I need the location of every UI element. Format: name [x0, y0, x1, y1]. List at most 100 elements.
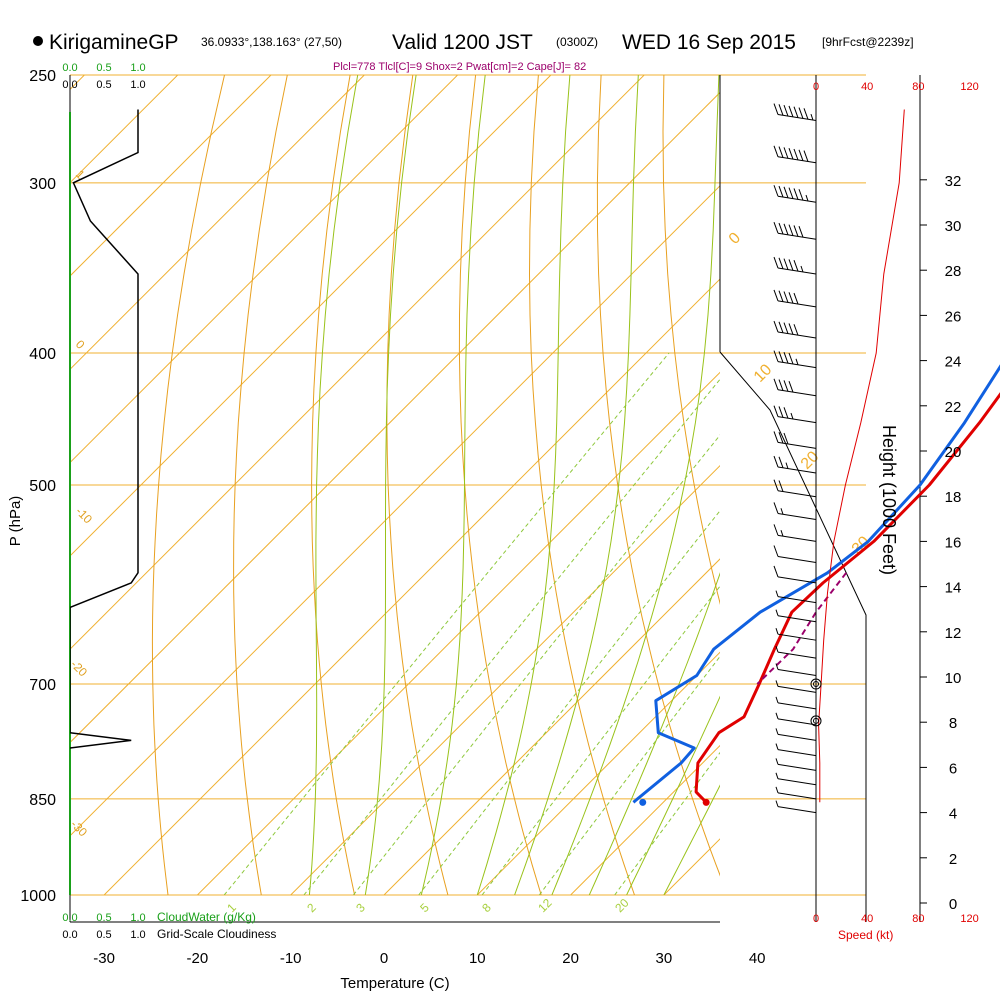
chart-header: KirigamineGP 36.0933°,138.163° (27,50) V…	[33, 31, 914, 73]
wind-barb-half-feather	[775, 645, 779, 653]
station-coords: 36.0933°,138.163° (27,50)	[201, 35, 342, 49]
moist-adiabat-line	[626, 695, 720, 895]
wind-barb-half-feather	[790, 412, 794, 420]
cloud-water-tick-bottom: 0.5	[96, 912, 111, 924]
height-tick-label: 16	[945, 534, 962, 551]
isotherm-line	[70, 91, 720, 744]
temperature-line	[694, 392, 1000, 804]
speed-tick-label-top: 80	[912, 81, 924, 93]
temperature-tick-label: 40	[749, 950, 766, 967]
isotherm-line	[70, 75, 552, 557]
wind-barb-feather	[778, 146, 784, 158]
height-tick-label: 6	[949, 760, 957, 777]
wind-barb-feather	[773, 350, 779, 362]
wind-barb-feather	[788, 259, 794, 271]
station-name: KirigamineGP	[49, 31, 179, 54]
isobar-lines	[70, 74, 866, 896]
cloud-water-tick-top: 0.0	[62, 62, 77, 74]
wind-barb-feather	[788, 352, 794, 365]
wind-barb-feather	[773, 545, 779, 557]
wind-barb-feather	[783, 258, 789, 270]
wind-barb-feather	[798, 107, 804, 119]
wind-barb-staff	[777, 490, 817, 498]
wind-barb-staff	[777, 389, 817, 397]
wind-barb-staff	[777, 156, 817, 164]
wind-barb-feather	[778, 321, 784, 334]
wind-barb-feather	[773, 103, 779, 115]
wind-barb-half-feather	[785, 462, 789, 469]
wind-barb-feather	[793, 292, 799, 305]
height-tick-label: 26	[945, 308, 962, 325]
mixing-ratio-label: 5	[417, 900, 432, 915]
mixing-ratio-label: 8	[479, 900, 494, 915]
wind-barb-feather	[773, 185, 779, 197]
temperature-tick-label: 0	[380, 950, 388, 967]
wind-barb-feather	[788, 187, 794, 199]
wind-barb-staff	[777, 267, 817, 275]
isotherm-line	[383, 558, 720, 895]
wind-barb-feather	[773, 289, 779, 302]
wind-barb-half-feather	[805, 194, 809, 202]
isotherm-label: 10	[751, 361, 776, 386]
utc-time: (0300Z)	[556, 35, 598, 49]
isotherm-line	[570, 744, 720, 895]
isotherm-line	[70, 75, 645, 650]
height-tick-label: 0	[949, 896, 957, 913]
wind-barb-feather	[783, 407, 789, 419]
wind-barb-staff	[777, 806, 817, 814]
wind-barb-feather	[773, 479, 779, 491]
wind-barb-feather	[773, 455, 779, 468]
wind-barb-feather	[783, 186, 789, 199]
pressure-axis-ticks: 250 300 400 500 700 850 1000	[20, 68, 56, 905]
wind-panel	[773, 75, 905, 922]
cloudiness-line	[70, 109, 139, 749]
temperature-tick-label: -20	[187, 950, 209, 967]
wind-barb-staff	[777, 416, 817, 424]
wind-barb-staff	[777, 576, 817, 584]
isotherm-line	[197, 371, 720, 895]
height-tick-label: 2	[949, 851, 957, 868]
speed-tick-label-bottom: 80	[912, 913, 924, 925]
cloudiness-title: Grid-Scale Cloudiness	[157, 927, 276, 941]
wind-barb-half-feather	[775, 800, 779, 807]
height-tick-label: 22	[945, 399, 962, 416]
wind-barb-staff	[777, 466, 817, 474]
moist-adiabat-line	[663, 784, 720, 895]
isotherm-line	[290, 464, 720, 895]
cloud-water-title: CloudWater (g/Kg)	[157, 910, 256, 924]
wind-barb-half-feather	[775, 712, 779, 719]
wind-barb-half-feather	[775, 609, 779, 616]
wind-barb-feather	[788, 224, 794, 236]
wind-barb-feather	[783, 147, 789, 159]
cloud-water-tick-top: 1.0	[130, 62, 145, 74]
wind-barb-feather	[788, 148, 794, 160]
mixing-ratio-line	[303, 378, 720, 895]
wind-barb-staff	[777, 685, 817, 693]
dewpoint-series	[632, 364, 1000, 806]
cloud-water-tick-bottom: 0.0	[62, 912, 77, 924]
isotherm-label: 20	[798, 448, 823, 473]
moist-adiabat-line	[420, 75, 486, 895]
wind-barb-feather	[783, 322, 789, 334]
dry-adiabat-label: 0	[73, 337, 88, 352]
wind-barb-feather	[778, 432, 784, 444]
height-tick-label: 28	[945, 263, 962, 280]
mixing-ratio-label: 12	[535, 896, 555, 916]
height-tick-label: 12	[945, 625, 962, 642]
pressure-tick-label: 850	[29, 792, 56, 809]
cloudiness-tick-bottom: 1.0	[130, 929, 145, 941]
cloud-axis-ticks: 0.0 0.5 1.0 0.0 0.5 1.0 0.0 0.5 1.0 0.0 0.5 1.0	[62, 62, 145, 941]
speed-tick-label-bottom: 0	[813, 913, 819, 925]
mixing-ratio-line	[353, 434, 720, 895]
wind-barb-staff	[777, 733, 817, 741]
moist-adiabat-line	[551, 75, 720, 895]
wind-barb-half-feather	[795, 358, 799, 365]
wind-barb-feather	[773, 320, 779, 333]
cloudiness-tick-top: 0.0	[62, 79, 77, 91]
wind-barb-feather	[773, 565, 779, 578]
wind-barb-staff	[777, 778, 817, 786]
